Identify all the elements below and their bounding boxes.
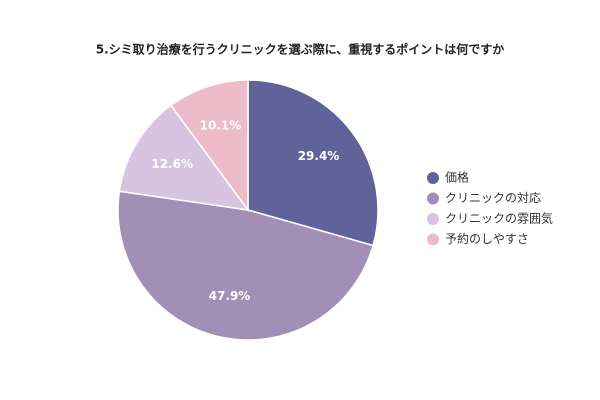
legend-label: 価格 xyxy=(445,170,469,185)
data-label: 29.4% xyxy=(298,149,340,163)
data-label: 12.6% xyxy=(151,157,193,171)
legend-marker xyxy=(427,172,439,184)
pie-slice xyxy=(117,190,374,341)
legend-label: クリニックの対応 xyxy=(445,191,541,205)
legend-marker xyxy=(427,213,439,225)
chart-title: 5.シミ取り治療を行うクリニックを選ぶ際に、重視するポイントは何ですか xyxy=(96,42,505,57)
data-label: 10.1% xyxy=(200,119,242,133)
pie-slice xyxy=(247,79,379,247)
legend-marker xyxy=(427,192,439,205)
legend-marker xyxy=(427,233,439,246)
data-label: 47.9% xyxy=(209,289,251,303)
pie-slice xyxy=(169,79,249,213)
legend-label: クリニックの雰囲気 xyxy=(445,211,553,226)
pie-slice xyxy=(118,104,250,212)
legend-label: 予約のしやすさ xyxy=(445,231,529,246)
